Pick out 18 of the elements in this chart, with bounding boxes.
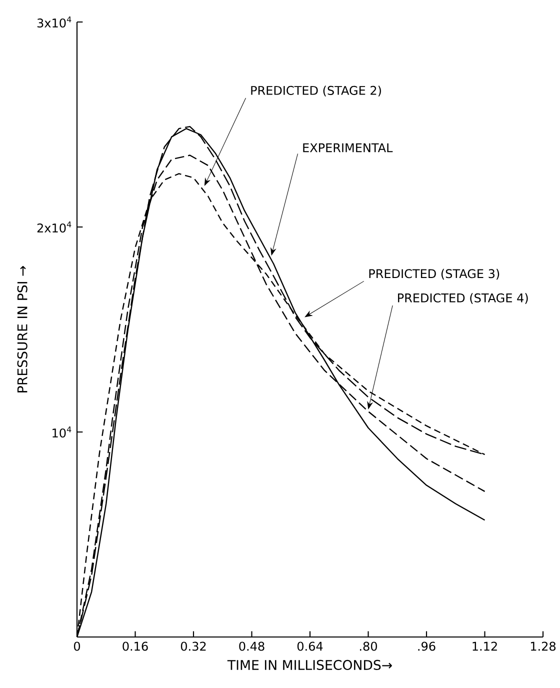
y-tick-label: 2x10$^{4}$ xyxy=(37,221,72,233)
y-tick-label: 10$^{4}$ xyxy=(52,426,72,438)
x-tick-label: 0.32 xyxy=(180,642,206,651)
annotation: PREDICTED (STAGE 3) xyxy=(369,268,500,280)
x-tick-label: 1.12 xyxy=(472,642,497,651)
y-axis-title: PRESSURE IN PSI → xyxy=(17,266,28,392)
x-tick-label: 0 xyxy=(74,642,80,651)
x-tick-label: 0.48 xyxy=(239,642,264,651)
x-tick-label: .80 xyxy=(360,642,377,651)
x-tick-label: 0.64 xyxy=(297,642,323,651)
annotation: EXPERIMENTAL xyxy=(303,143,393,152)
x-tick-label: 0.16 xyxy=(122,642,148,651)
y-tick-label: 3x10$^{4}$ xyxy=(37,16,72,28)
x-axis-title: TIME IN MILLISECONDS→ xyxy=(227,660,392,670)
annotation: PREDICTED (STAGE 2) xyxy=(251,86,381,96)
x-tick-label: 1.28 xyxy=(530,642,556,651)
annotation: PREDICTED (STAGE 4) xyxy=(398,293,528,304)
x-tick-label: .96 xyxy=(418,642,436,651)
